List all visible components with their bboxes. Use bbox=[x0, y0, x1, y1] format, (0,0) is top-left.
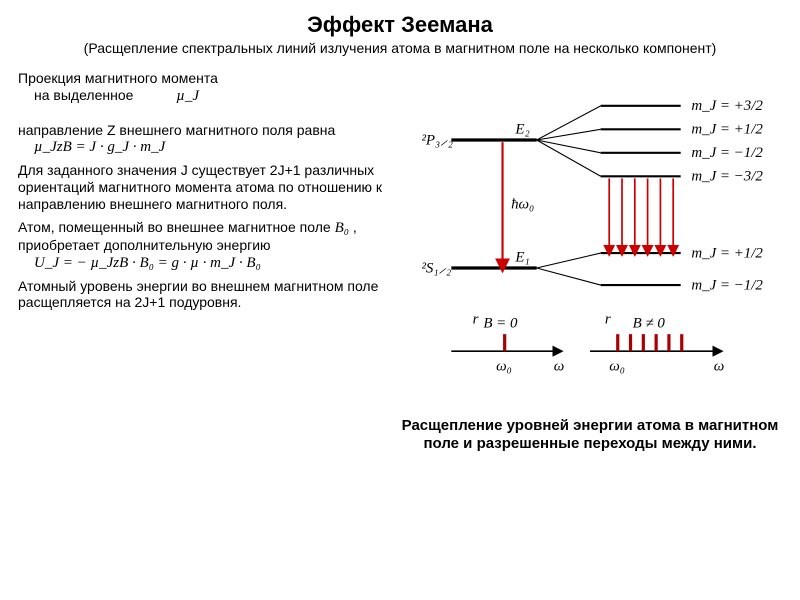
label-hw0: ħω₀ bbox=[511, 196, 534, 212]
label-E2: E₂ bbox=[514, 122, 529, 138]
label-r-left: r bbox=[473, 311, 479, 327]
mJ-label-lower: m_J = +1/2 bbox=[691, 245, 763, 261]
label-omega-left: ω bbox=[554, 358, 565, 374]
para-projection: Проекция магнитного момента на выделенно… bbox=[18, 70, 388, 156]
label-r-right: r bbox=[605, 311, 611, 327]
fan-lower bbox=[537, 268, 601, 285]
fan-upper bbox=[537, 140, 601, 153]
label-E1: E₁ bbox=[514, 250, 529, 266]
para-projection-line2: на выделенное bbox=[34, 87, 133, 103]
para-projection-line3: направление Z внешнего магнитного поля р… bbox=[18, 122, 335, 138]
equation-UJ: U_J = − µ_JzB · B₀ = g · µ · m_J · B₀ bbox=[18, 254, 388, 272]
para-projection-line1: Проекция магнитного момента bbox=[18, 70, 218, 86]
label-Bfield-right: B ≠ 0 bbox=[633, 316, 666, 332]
page-title: Эффект Зеемана bbox=[18, 12, 782, 38]
diagram-column: ²P₃⸝₂ E₂ m_J = +3/2 m_J = +1/2 m_J = −1/2 m_J… bbox=[398, 66, 782, 453]
page-subtitle: (Расщепление спектральных линий излучени… bbox=[18, 40, 782, 56]
text-column: Проекция магнитного момента на выделенно… bbox=[18, 66, 388, 453]
equation-muJzB: µ_JzB = J · g_J · m_J bbox=[18, 138, 388, 156]
mJ-label-upper: m_J = −1/2 bbox=[691, 145, 763, 161]
mJ-label-upper: m_J = +3/2 bbox=[691, 98, 763, 114]
label-omega-right: ω bbox=[714, 358, 725, 374]
mJ-label-upper: m_J = −3/2 bbox=[691, 169, 763, 185]
term-upper: ²P₃⸝₂ bbox=[421, 132, 452, 148]
label-Bfield-left: B = 0 bbox=[483, 316, 518, 332]
mJ-label-upper: m_J = +1/2 bbox=[691, 122, 763, 138]
symbol-muJ: µ_J bbox=[176, 88, 199, 104]
fan-lower bbox=[537, 253, 601, 268]
para-2j1-orientations: Для заданного значения J существует 2J+1… bbox=[18, 162, 388, 212]
zeeman-diagram: ²P₃⸝₂ E₂ m_J = +3/2 m_J = +1/2 m_J = −1/2 m_J… bbox=[398, 66, 782, 406]
diagram-caption: Расщепление уровней энергии атома в магн… bbox=[398, 417, 782, 453]
mJ-label-lower: m_J = −1/2 bbox=[691, 277, 763, 293]
para-extra-energy-a: Атом, помещенный во внешнее магнитное по… bbox=[18, 219, 331, 235]
term-lower: ²S₁⸝₂ bbox=[421, 260, 451, 276]
label-omega0-right: ω₀ bbox=[609, 358, 625, 374]
symbol-B0: B₀ bbox=[335, 220, 349, 236]
para-level-splits: Атомный уровень энергии во внешнем магни… bbox=[18, 278, 388, 312]
para-extra-energy: Атом, помещенный во внешнее магнитное по… bbox=[18, 219, 388, 272]
fan-upper bbox=[537, 140, 601, 176]
content-columns: Проекция магнитного момента на выделенно… bbox=[18, 66, 782, 453]
label-omega0-left: ω₀ bbox=[496, 358, 512, 374]
